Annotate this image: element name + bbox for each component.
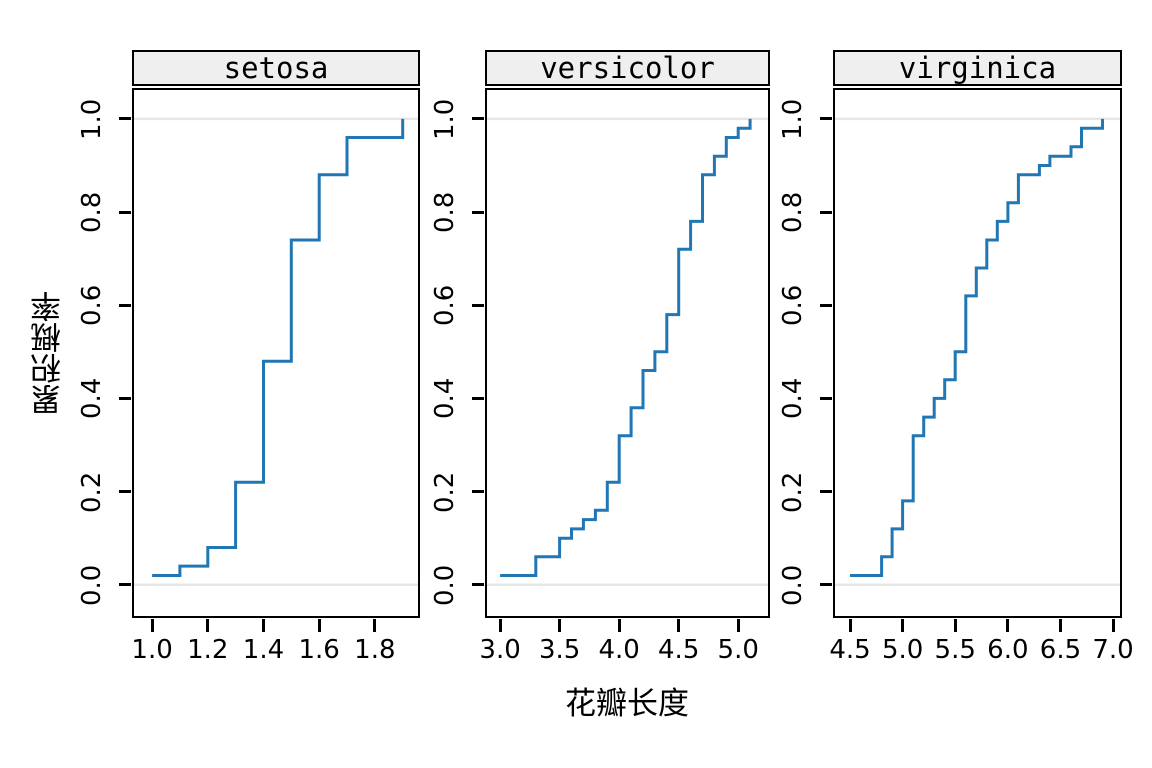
y-tick-label: 0.4 bbox=[77, 377, 107, 420]
x-tick-label: 3.0 bbox=[479, 635, 521, 665]
y-tick-label: 1.0 bbox=[77, 98, 107, 140]
x-tick-label: 1.4 bbox=[242, 635, 285, 665]
ecdf-step-line-setosa bbox=[152, 118, 405, 577]
x-tick bbox=[317, 619, 321, 632]
x-tick-label: 5.0 bbox=[881, 635, 924, 665]
x-tick bbox=[1058, 619, 1062, 632]
x-tick bbox=[206, 619, 210, 632]
y-tick-label: 0.0 bbox=[778, 564, 808, 606]
y-tick bbox=[472, 303, 484, 307]
y-axis-title: 累积概率 bbox=[31, 291, 67, 415]
y-tick bbox=[820, 210, 832, 214]
y-tick bbox=[119, 396, 131, 400]
y-tick bbox=[119, 583, 131, 587]
y-tick-label: 1.0 bbox=[778, 98, 808, 140]
x-tick-label: 3.5 bbox=[538, 635, 581, 665]
x-tick bbox=[150, 619, 154, 632]
x-tick-label: 1.8 bbox=[354, 635, 396, 665]
y-tick bbox=[472, 396, 484, 400]
y-tick bbox=[119, 210, 131, 214]
plot-area-setosa: 1.0 1.2 1.4 1.6 1.8 0.0 0.2 0.4 0.6 0.8 1.0 bbox=[77, 88, 420, 663]
y-tick-label: 0.4 bbox=[778, 377, 808, 420]
panel-versicolor: versicolor 3.0 3.5 4.0 4.5 5.0 0.0 0.2 0.4 0.6 0.… bbox=[430, 50, 770, 663]
x-tick-label: 4.5 bbox=[829, 635, 871, 665]
y-tick-label: 0.6 bbox=[77, 284, 107, 326]
y-tick-label: 0.4 bbox=[430, 377, 460, 420]
y-tick-label: 0.0 bbox=[77, 564, 107, 606]
strip-label-setosa: setosa bbox=[223, 50, 329, 85]
y-tick bbox=[820, 583, 832, 587]
x-tick bbox=[617, 619, 621, 632]
x-tick-label: 5.5 bbox=[934, 635, 976, 665]
x-tick-label: 7.0 bbox=[1092, 635, 1134, 665]
y-tick-label: 0.2 bbox=[778, 470, 808, 513]
x-tick bbox=[498, 619, 502, 632]
ecdf-canvas-setosa bbox=[134, 117, 418, 587]
x-tick-label: 5.0 bbox=[717, 635, 759, 665]
x-tick bbox=[373, 619, 377, 632]
y-tick bbox=[820, 490, 832, 494]
y-tick-label: 0.2 bbox=[430, 470, 460, 513]
strip-header-versicolor: versicolor bbox=[485, 50, 770, 86]
x-tick bbox=[848, 619, 852, 632]
y-tick bbox=[820, 117, 832, 121]
x-tick bbox=[1006, 619, 1010, 632]
panel-setosa: setosa 1.0 1.2 1.4 1.6 1.8 0.0 0.2 0.4 0.6 0.8 1.0 bbox=[77, 50, 420, 663]
x-tick-label: 1.6 bbox=[298, 635, 340, 665]
y-tick bbox=[820, 396, 832, 400]
y-tick bbox=[472, 490, 484, 494]
x-tick-label: 6.0 bbox=[987, 635, 1029, 665]
x-tick-label: 4.5 bbox=[658, 635, 700, 665]
x-tick bbox=[558, 619, 562, 632]
y-tick-label: 0.2 bbox=[77, 470, 107, 513]
y-tick-label: 0.8 bbox=[430, 191, 460, 233]
y-tick-label: 0.8 bbox=[77, 191, 107, 233]
strip-header-virginica: virginica bbox=[833, 50, 1122, 86]
y-tick bbox=[119, 303, 131, 307]
y-tick-label: 0.6 bbox=[430, 284, 460, 326]
y-tick-label: 0.6 bbox=[778, 284, 808, 326]
y-tick-label: 0.0 bbox=[430, 564, 460, 606]
strip-label-virginica: virginica bbox=[898, 50, 1057, 85]
strip-label-versicolor: versicolor bbox=[540, 50, 715, 85]
y-tick-label: 1.0 bbox=[430, 98, 460, 140]
y-tick bbox=[119, 117, 131, 121]
ecdf-canvas-virginica bbox=[835, 117, 1120, 587]
ecdf-step-line-versicolor bbox=[500, 118, 752, 577]
x-tick bbox=[736, 619, 740, 632]
x-tick bbox=[901, 619, 905, 632]
x-tick bbox=[261, 619, 265, 632]
x-tick bbox=[1111, 619, 1115, 632]
y-tick bbox=[472, 117, 484, 121]
y-tick bbox=[472, 210, 484, 214]
x-tick-label: 6.5 bbox=[1039, 635, 1082, 665]
ecdf-canvas-versicolor bbox=[487, 117, 768, 587]
x-axis-title: 花瓣长度 bbox=[565, 686, 689, 722]
x-tick-label: 1.0 bbox=[131, 635, 173, 665]
panel-virginica: virginica 4.5 5.0 5.5 6.0 6.5 7.0 0.0 0.2 0.4 0.6… bbox=[778, 50, 1134, 663]
y-tick bbox=[119, 490, 131, 494]
y-tick-label: 0.8 bbox=[778, 191, 808, 233]
x-tick-label: 1.2 bbox=[187, 635, 229, 665]
y-tick bbox=[820, 303, 832, 307]
plot-area-virginica: 4.5 5.0 5.5 6.0 6.5 7.0 0.0 0.2 0.4 0.6 0.8 1.0 bbox=[778, 88, 1134, 663]
x-tick-label: 4.0 bbox=[598, 635, 640, 665]
ecdf-step-line-virginica bbox=[850, 118, 1104, 577]
strip-header-setosa: setosa bbox=[132, 50, 420, 86]
x-tick bbox=[677, 619, 681, 632]
plot-area-versicolor: 3.0 3.5 4.0 4.5 5.0 0.0 0.2 0.4 0.6 0.8 1.0 bbox=[430, 88, 770, 663]
y-tick bbox=[472, 583, 484, 587]
x-tick bbox=[953, 619, 957, 632]
